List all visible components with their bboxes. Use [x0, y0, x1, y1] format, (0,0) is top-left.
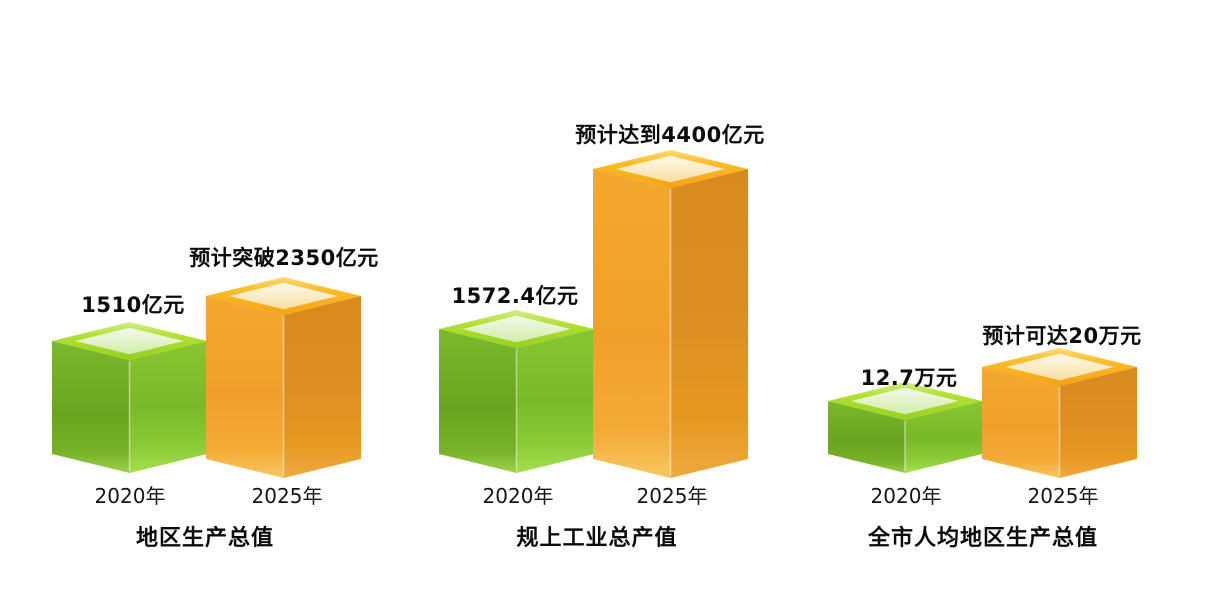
year-label-group2-2025: 2025年: [636, 484, 708, 508]
year-label-group2-2020: 2020年: [482, 484, 554, 508]
box-top-inner-panel: [229, 282, 338, 310]
bar-box-group1-2025年: [206, 277, 361, 478]
bar-box-group2-2025年: [593, 150, 748, 478]
box-right-face: [516, 329, 594, 473]
box-top-inner-panel: [1005, 353, 1114, 381]
box-top-inner-panel: [851, 387, 959, 415]
box-right-face: [670, 169, 748, 478]
box-top-inner-panel: [462, 315, 571, 343]
box-right-face: [129, 341, 207, 473]
box-left-face: [828, 401, 905, 473]
box-left-face: [439, 329, 517, 473]
box-left-face: [593, 169, 671, 478]
value-label-group3-2020: 12.7万元: [860, 366, 958, 390]
box-left-face: [982, 367, 1060, 478]
year-label-group1-2020: 2020年: [94, 484, 166, 508]
box-right-face: [905, 401, 982, 473]
bar-box-group3-2025年: [982, 348, 1137, 478]
year-label-group3-2025: 2025年: [1027, 484, 1099, 508]
year-label-group1-2025: 2025年: [251, 484, 323, 508]
box-top-inner-panel: [616, 155, 725, 183]
bar-box-group1-2020年: [52, 322, 207, 473]
value-label-group3-2025: 预计可达20万元: [982, 324, 1142, 348]
box-right-face: [1059, 367, 1137, 478]
box-right-face: [283, 296, 361, 478]
bar-box-group3-2020年: [828, 382, 982, 473]
box-left-face: [52, 341, 130, 473]
group-title-regional-gdp: 地区生产总值: [135, 526, 275, 551]
bar-box-group2-2020年: [439, 310, 594, 473]
value-label-group2-2020: 1572.4亿元: [451, 284, 579, 308]
value-label-group1-2025: 预计突破2350亿元: [189, 246, 379, 270]
box-left-face: [206, 296, 284, 478]
value-label-group1-2020: 1510亿元: [81, 293, 185, 317]
group-title-industrial-output: 规上工业总产值: [516, 526, 678, 551]
box-top-inner-panel: [75, 327, 184, 355]
value-label-group2-2025: 预计达到4400亿元: [575, 123, 765, 147]
year-label-group3-2020: 2020年: [870, 484, 942, 508]
group-title-per-capita-gdp: 全市人均地区生产总值: [867, 526, 1099, 551]
